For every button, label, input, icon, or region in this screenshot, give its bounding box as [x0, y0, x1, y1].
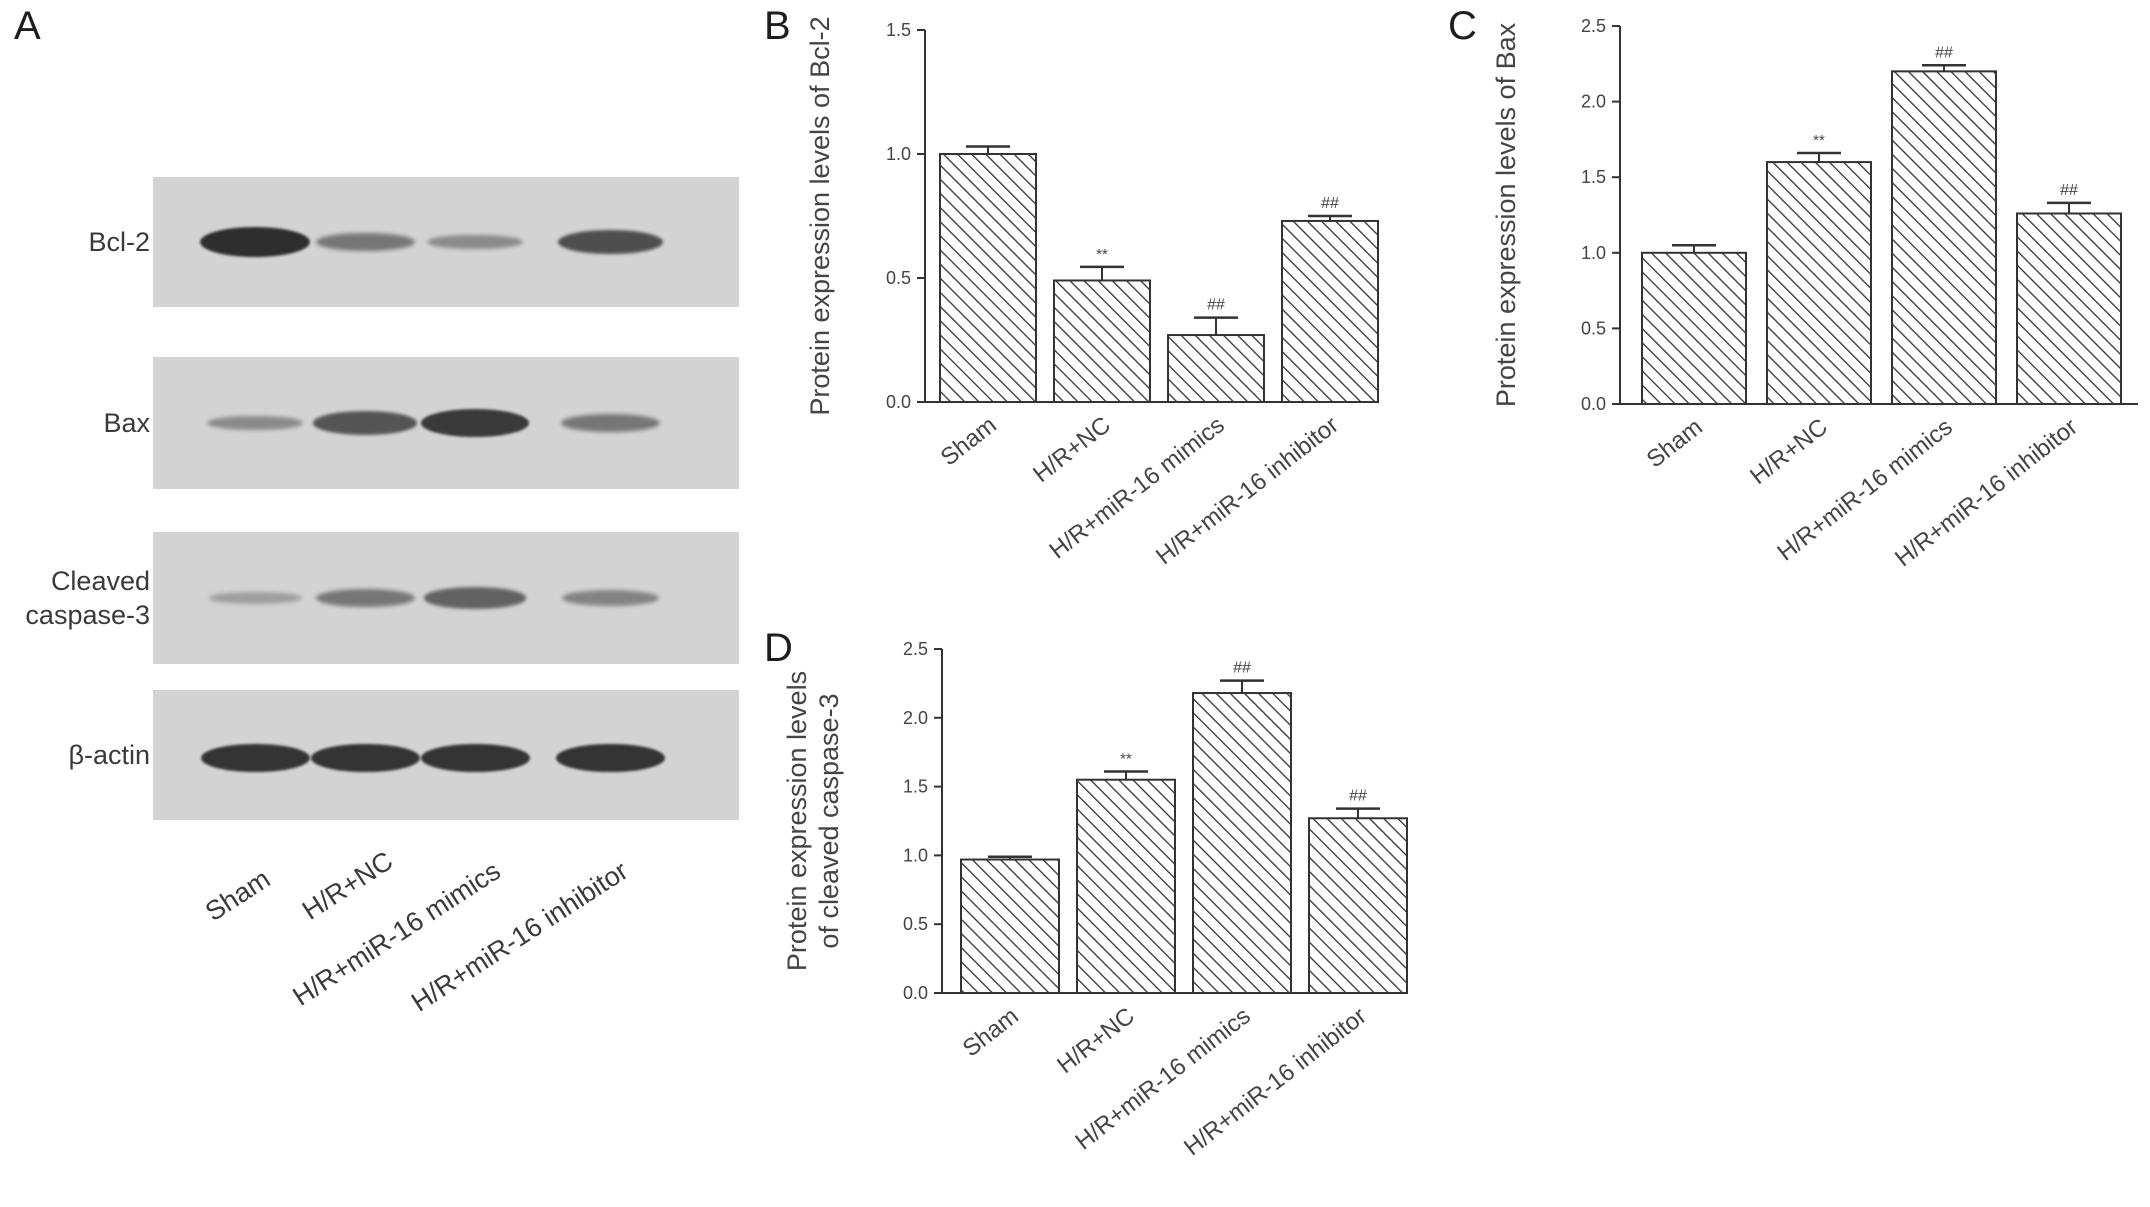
blot-band	[200, 743, 310, 773]
bar	[1167, 334, 1265, 404]
x-category-label: H/R+NC	[1052, 1002, 1140, 1079]
blot-band	[427, 234, 523, 250]
western-blot-panel: Bcl-2 Bax Cleaved caspase-3 β-actin Sham H/R+…	[0, 0, 760, 1207]
bar	[960, 858, 1060, 994]
bar	[1891, 70, 1997, 406]
x-category-label: H/R+NC	[1028, 411, 1116, 488]
y-tick-label: 2.5	[903, 639, 928, 659]
blot-row-label-line: Cleaved	[50, 566, 150, 596]
bar	[939, 153, 1037, 403]
y-tick-label: 1.0	[886, 144, 911, 164]
blot-band	[315, 589, 415, 607]
significance-label: ##	[1233, 660, 1251, 677]
chart-cleaved-caspase3: 0.0 0.5 1.0 1.5 2.0 2.5 Protein expression lev…	[782, 639, 1408, 1161]
blot-band	[561, 590, 659, 606]
blot-lane-label: H/R+NC	[296, 845, 398, 926]
x-category-label: Sham	[958, 1002, 1024, 1062]
blot-band	[207, 415, 303, 431]
panel-letter-b: B	[764, 4, 791, 48]
x-category-label: Sham	[936, 411, 1002, 471]
blot-row-label-line: Bcl-2	[88, 227, 150, 257]
blot-row-label: β-actin	[68, 738, 150, 772]
blot-row-label: Cleaved caspase-3	[25, 564, 150, 632]
x-category-label: Sham	[1642, 413, 1708, 473]
panel-letter-c: C	[1448, 4, 1477, 48]
y-tick-label: 2.0	[903, 708, 928, 728]
significance-label: ##	[1935, 44, 1953, 61]
bar	[1053, 279, 1151, 404]
y-tick-label: 0.0	[886, 392, 911, 412]
y-tick-label: 1.5	[886, 20, 911, 40]
blot-band	[420, 743, 530, 773]
y-tick-label: 1.5	[1581, 167, 1606, 187]
blot-band	[200, 227, 310, 257]
y-tick-label: 1.5	[903, 777, 928, 797]
blot-lane-label: Sham	[200, 863, 276, 928]
significance-label: ##	[1349, 788, 1367, 805]
y-axis-label: of cleaved caspase-3	[814, 693, 844, 948]
blot-band	[555, 743, 665, 773]
y-axis-label: Protein expression levels of Bcl-2	[805, 16, 835, 415]
blot-band	[557, 229, 663, 255]
blot-row-label-line: Bax	[103, 408, 150, 438]
significance-label: **	[1813, 132, 1825, 149]
y-tick-label: 0.0	[1581, 394, 1606, 414]
blot-band	[313, 411, 417, 435]
blot-lane-label: H/R+miR-16 mimics	[287, 855, 506, 1012]
y-tick-label: 1.0	[903, 845, 928, 865]
blot-band	[421, 409, 529, 437]
blot-band	[424, 587, 526, 609]
bar	[1192, 692, 1292, 994]
panel-letter-d: D	[764, 626, 793, 670]
bar	[2016, 212, 2122, 405]
bar	[1308, 817, 1408, 994]
y-tick-label: 2.5	[1581, 16, 1606, 36]
x-category-label: H/R+miR-16 inhibitor	[1151, 411, 1344, 570]
panel-letter-a: A	[14, 4, 41, 48]
significance-label: **	[1096, 246, 1108, 263]
significance-label: ##	[1321, 195, 1339, 212]
y-tick-label: 0.5	[886, 268, 911, 288]
bar	[1641, 251, 1747, 405]
chart-bax: 0.0 0.5 1.0 1.5 2.0 2.5 Protein expression lev…	[1491, 16, 2138, 572]
blot-band	[310, 743, 420, 773]
bar	[1076, 778, 1176, 994]
blot-lane-label: H/R+miR-16 inhibitor	[405, 855, 633, 1018]
y-tick-label: 0.5	[1581, 318, 1606, 338]
y-tick-label: 0.5	[903, 914, 928, 934]
y-tick-label: 1.0	[1581, 243, 1606, 263]
chart-bcl2: 0.0 0.5 1.0 1.5 Protein expression levels of…	[805, 16, 1379, 570]
bar	[1766, 161, 1872, 405]
x-category-label: H/R+NC	[1745, 413, 1833, 490]
y-tick-label: 2.0	[1581, 92, 1606, 112]
blot-band	[560, 414, 660, 432]
blot-row-label: Bax	[103, 406, 150, 440]
significance-label: **	[1120, 750, 1132, 767]
y-tick-label: 0.0	[903, 983, 928, 1003]
blot-row-label-line: caspase-3	[25, 600, 150, 630]
significance-label: ##	[1207, 297, 1225, 314]
y-axis-label: Protein expression levels of Bax	[1491, 22, 1521, 407]
blot-row-label-line: β-actin	[68, 740, 150, 770]
significance-label: ##	[2060, 182, 2078, 199]
blot-band	[315, 233, 415, 251]
bar	[1281, 219, 1379, 403]
y-axis-label: Protein expression levels	[782, 671, 812, 971]
blot-row-label: Bcl-2	[88, 225, 150, 259]
blot-band	[208, 592, 302, 604]
